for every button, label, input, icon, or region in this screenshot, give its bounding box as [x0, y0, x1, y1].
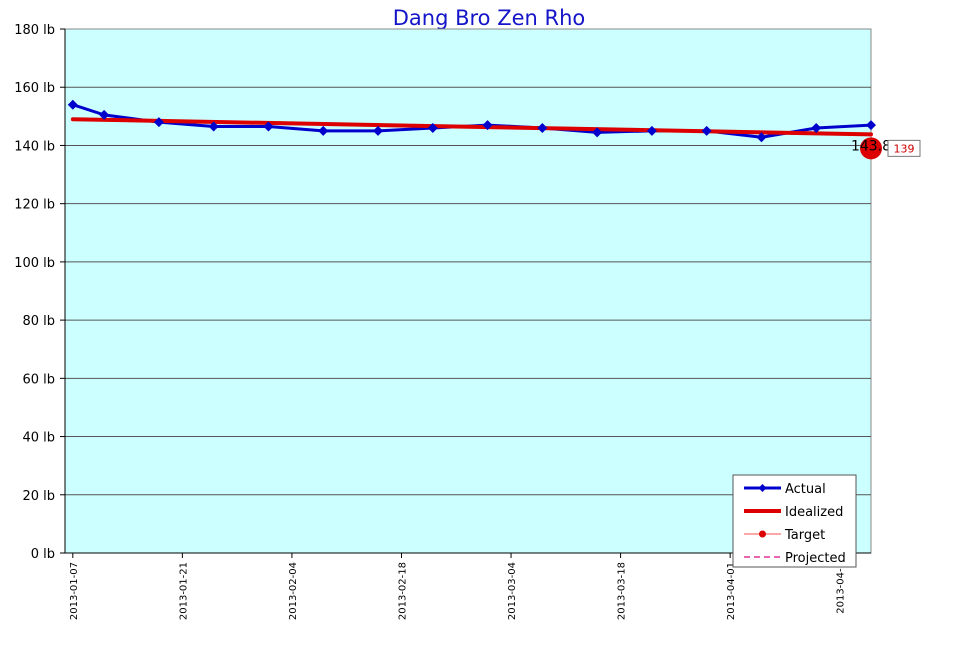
y-tick-label: 120 lb [14, 198, 55, 213]
y-tick-label: 0 lb [31, 547, 55, 562]
actual-data-point [153, 117, 164, 128]
actual-data-point [646, 125, 657, 136]
y-tick-label: 80 lb [22, 314, 55, 329]
legend-label-actual: Actual [785, 482, 826, 497]
y-tick-label: 60 lb [22, 372, 55, 387]
legend-marker-actual [758, 484, 767, 492]
actual-data-point [318, 125, 329, 136]
y-tick-label: 180 lb [14, 23, 55, 38]
target-label-box [887, 139, 921, 157]
actual-data-point [208, 121, 219, 132]
actual-data-point [67, 99, 78, 110]
y-tick-label: 20 lb [22, 489, 55, 504]
y-tick-label: 140 lb [14, 139, 55, 154]
annotation-layer: 143.8 139 [851, 138, 921, 157]
chart-title: Dang Bro Zen Rho [393, 6, 586, 30]
x-tick-label: 2013-01-07 [69, 562, 80, 620]
target-label: 139 [894, 142, 915, 155]
series-layer [67, 99, 882, 160]
x-tick-label: 2013-02-04 [288, 562, 299, 620]
grid-lines [65, 86, 871, 496]
x-tick-label: 2013-03-04 [507, 562, 518, 620]
actual-data-point [866, 120, 876, 131]
actual-data-point [427, 122, 438, 133]
actual-data-point [701, 125, 712, 136]
legend-box [732, 474, 857, 568]
x-tick-label: 2013-04-01 [726, 562, 737, 620]
legend-label-idealized: Idealized [785, 505, 843, 520]
legend-label-target: Target [784, 528, 825, 543]
actual-data-point [373, 125, 384, 136]
x-tick-label: 2013-01-21 [178, 562, 189, 620]
actual-data-point [537, 122, 548, 133]
x-tick-label: 2013-04-1 [836, 562, 847, 614]
plot-area [64, 28, 872, 554]
y-tick-label: 100 lb [14, 256, 55, 271]
x-axis: 2013-01-07 2013-01-21 2013-02-04 2013-02-18… [65, 552, 871, 620]
legend: Actual Idealized Target Projected [732, 474, 857, 568]
actual-data-point [263, 121, 274, 132]
target-point [860, 137, 882, 160]
actual-data-point [592, 127, 603, 138]
actual-data-point [99, 109, 110, 120]
y-tick-label: 160 lb [14, 81, 55, 96]
actual-data-point [811, 122, 822, 133]
actual-data-point [482, 120, 493, 131]
end-value-label: 143.8 [851, 138, 891, 154]
legend-label-projected: Projected [785, 551, 846, 566]
legend-marker-target [759, 530, 766, 538]
y-axis: 0 lb 20 lb 40 lb 60 lb 80 lb 100 lb 120 lb 140 … [14, 23, 66, 562]
x-tick-label: 2013-03-18 [617, 562, 628, 620]
idealized-series-line [70, 117, 873, 137]
actual-data-point [756, 132, 767, 143]
x-tick-label: 2013-02-18 [397, 562, 408, 620]
y-tick-label: 40 lb [22, 431, 55, 446]
